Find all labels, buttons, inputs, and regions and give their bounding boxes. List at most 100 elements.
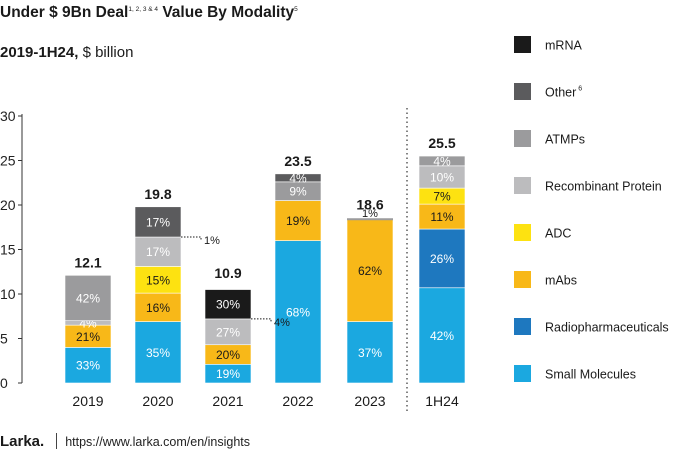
bar-1H24: 42% 26% 11% 7% 10% 4% 25.5 1H24 bbox=[418, 135, 466, 409]
chart-subtitle-period: 2019-1H24, bbox=[0, 44, 79, 61]
callout-leader bbox=[181, 236, 202, 242]
bar-segment bbox=[346, 218, 394, 322]
legend-label: mAbs bbox=[545, 274, 577, 288]
total-label: 12.1 bbox=[74, 254, 101, 270]
segment-label: 62% bbox=[358, 264, 382, 278]
total-label: 25.5 bbox=[428, 135, 455, 151]
bar-segment bbox=[274, 173, 322, 183]
bar-segment bbox=[204, 289, 252, 320]
segment-label: 26% bbox=[430, 252, 454, 266]
bar-segment bbox=[64, 275, 112, 321]
segment-label: 9% bbox=[289, 185, 307, 199]
total-label: 10.9 bbox=[214, 265, 241, 281]
segment-label: 17% bbox=[146, 245, 170, 259]
bar-segment bbox=[64, 347, 112, 384]
chart-title-suffix: Value By Modality bbox=[162, 4, 295, 21]
segment-label: 4% bbox=[289, 171, 307, 185]
legend-item: Radiopharmaceuticals bbox=[514, 318, 669, 335]
chart-title-suffix-footnote: 5 bbox=[294, 6, 298, 13]
segment-label: 10% bbox=[430, 170, 454, 184]
total-label: 18.6 bbox=[356, 196, 383, 212]
chart-subtitle: 2019-1H24, $ billion bbox=[0, 44, 133, 61]
segment-label: 42% bbox=[76, 292, 100, 306]
callout-leader bbox=[251, 318, 272, 323]
y-axis: 0 5 10 15 20 25 30 bbox=[0, 108, 23, 391]
footer-url: https://www.larka.com/en/insights bbox=[65, 435, 250, 449]
chart-title-main: Under $ 9Bn Deal bbox=[0, 4, 129, 21]
bar-segment bbox=[346, 321, 394, 384]
y-tick-label: 20 bbox=[0, 197, 16, 213]
bar-segment bbox=[418, 228, 466, 289]
category-label: 2021 bbox=[212, 393, 243, 409]
bar-segment bbox=[418, 155, 466, 167]
legend-swatch bbox=[514, 130, 531, 147]
bar-2020: 35% 16% 15% 17% 17% 19.8 2020 bbox=[134, 186, 182, 409]
segment-label: 42% bbox=[430, 329, 454, 343]
segment-label: 35% bbox=[146, 346, 170, 360]
bar-segment bbox=[134, 292, 182, 322]
legend-label: ADC bbox=[545, 227, 571, 241]
legend-swatch bbox=[514, 177, 531, 194]
segment-label: 16% bbox=[146, 301, 170, 315]
legend: mRNA Other 6 ATMPs Recombinant Protein ADC mAb… bbox=[514, 36, 669, 382]
y-tick-label: 5 bbox=[0, 331, 8, 347]
segment-label: 33% bbox=[76, 359, 100, 373]
legend-label: Recombinant Protein bbox=[545, 180, 662, 194]
legend-swatch bbox=[514, 83, 531, 100]
y-tick-label: 0 bbox=[0, 375, 8, 391]
category-label: 1H24 bbox=[425, 393, 459, 409]
segment-label: 11% bbox=[430, 210, 453, 224]
y-tick-label: 30 bbox=[0, 108, 16, 124]
bar-segment bbox=[134, 266, 182, 294]
segment-label: 21% bbox=[76, 330, 100, 344]
bars: 33% 21% 4% 42% 12.1 2019 35% 16% 15% 17% 17% 19.8 20… bbox=[64, 108, 466, 412]
bar-2023: 37% 62% 18.6 2023 bbox=[346, 196, 394, 409]
bar-segment bbox=[274, 200, 322, 241]
bar-2021: 19% 20% 27% 30% 10.9 2021 bbox=[204, 265, 252, 409]
legend-label: mRNA bbox=[545, 39, 582, 53]
bar-segment bbox=[418, 287, 466, 384]
total-label: 23.5 bbox=[284, 153, 311, 169]
legend-item: ADC bbox=[514, 224, 571, 241]
callout: 4% bbox=[251, 317, 290, 329]
legend-item: Recombinant Protein bbox=[514, 177, 662, 194]
stacked-bar-chart: 0 5 10 15 20 25 30 33% 21% 4% 42% 12.1 2019 35% 16% 15… bbox=[0, 36, 669, 412]
footer-divider bbox=[56, 433, 58, 449]
y-tick-label: 10 bbox=[0, 286, 16, 302]
segment-label: 27% bbox=[216, 325, 240, 339]
legend-label: Other 6 bbox=[545, 86, 582, 100]
footer: Larka. https://www.larka.com/en/insights bbox=[0, 433, 250, 450]
legend-item: Other 6 bbox=[514, 83, 582, 100]
bar-segment bbox=[418, 203, 466, 230]
bar-segment bbox=[134, 206, 182, 238]
callout-label: 1% bbox=[204, 235, 220, 247]
legend-item: mRNA bbox=[514, 36, 582, 53]
legend-swatch bbox=[514, 271, 531, 288]
callout-label: 4% bbox=[274, 317, 290, 329]
segment-label: 17% bbox=[146, 215, 170, 229]
legend-label: Radiopharmaceuticals bbox=[545, 321, 669, 335]
callout-label: 1% bbox=[362, 208, 378, 220]
legend-swatch bbox=[514, 36, 531, 53]
chart-title: Under $ 9Bn Deal1, 2, 3 & 4 Value By Mod… bbox=[0, 4, 298, 22]
segment-label: 30% bbox=[216, 298, 240, 312]
segment-label: 19% bbox=[286, 214, 310, 228]
callout: 1% bbox=[181, 235, 220, 247]
legend-swatch bbox=[514, 224, 531, 241]
y-tick-label: 15 bbox=[0, 242, 16, 258]
legend-label: Small Molecules bbox=[545, 368, 636, 382]
legend-swatch bbox=[514, 318, 531, 335]
segment-label: 15% bbox=[146, 273, 170, 287]
segment-label: 7% bbox=[433, 190, 451, 204]
segment-label: 19% bbox=[216, 367, 240, 381]
category-label: 2022 bbox=[282, 393, 313, 409]
legend-item: Small Molecules bbox=[514, 365, 636, 382]
bar-segment bbox=[134, 321, 182, 384]
y-tick-label: 25 bbox=[0, 153, 16, 169]
chart-subtitle-unit: $ billion bbox=[82, 44, 134, 61]
segment-label: 4% bbox=[433, 154, 451, 168]
segment-label: 37% bbox=[358, 346, 382, 360]
segment-label: 20% bbox=[216, 348, 240, 362]
